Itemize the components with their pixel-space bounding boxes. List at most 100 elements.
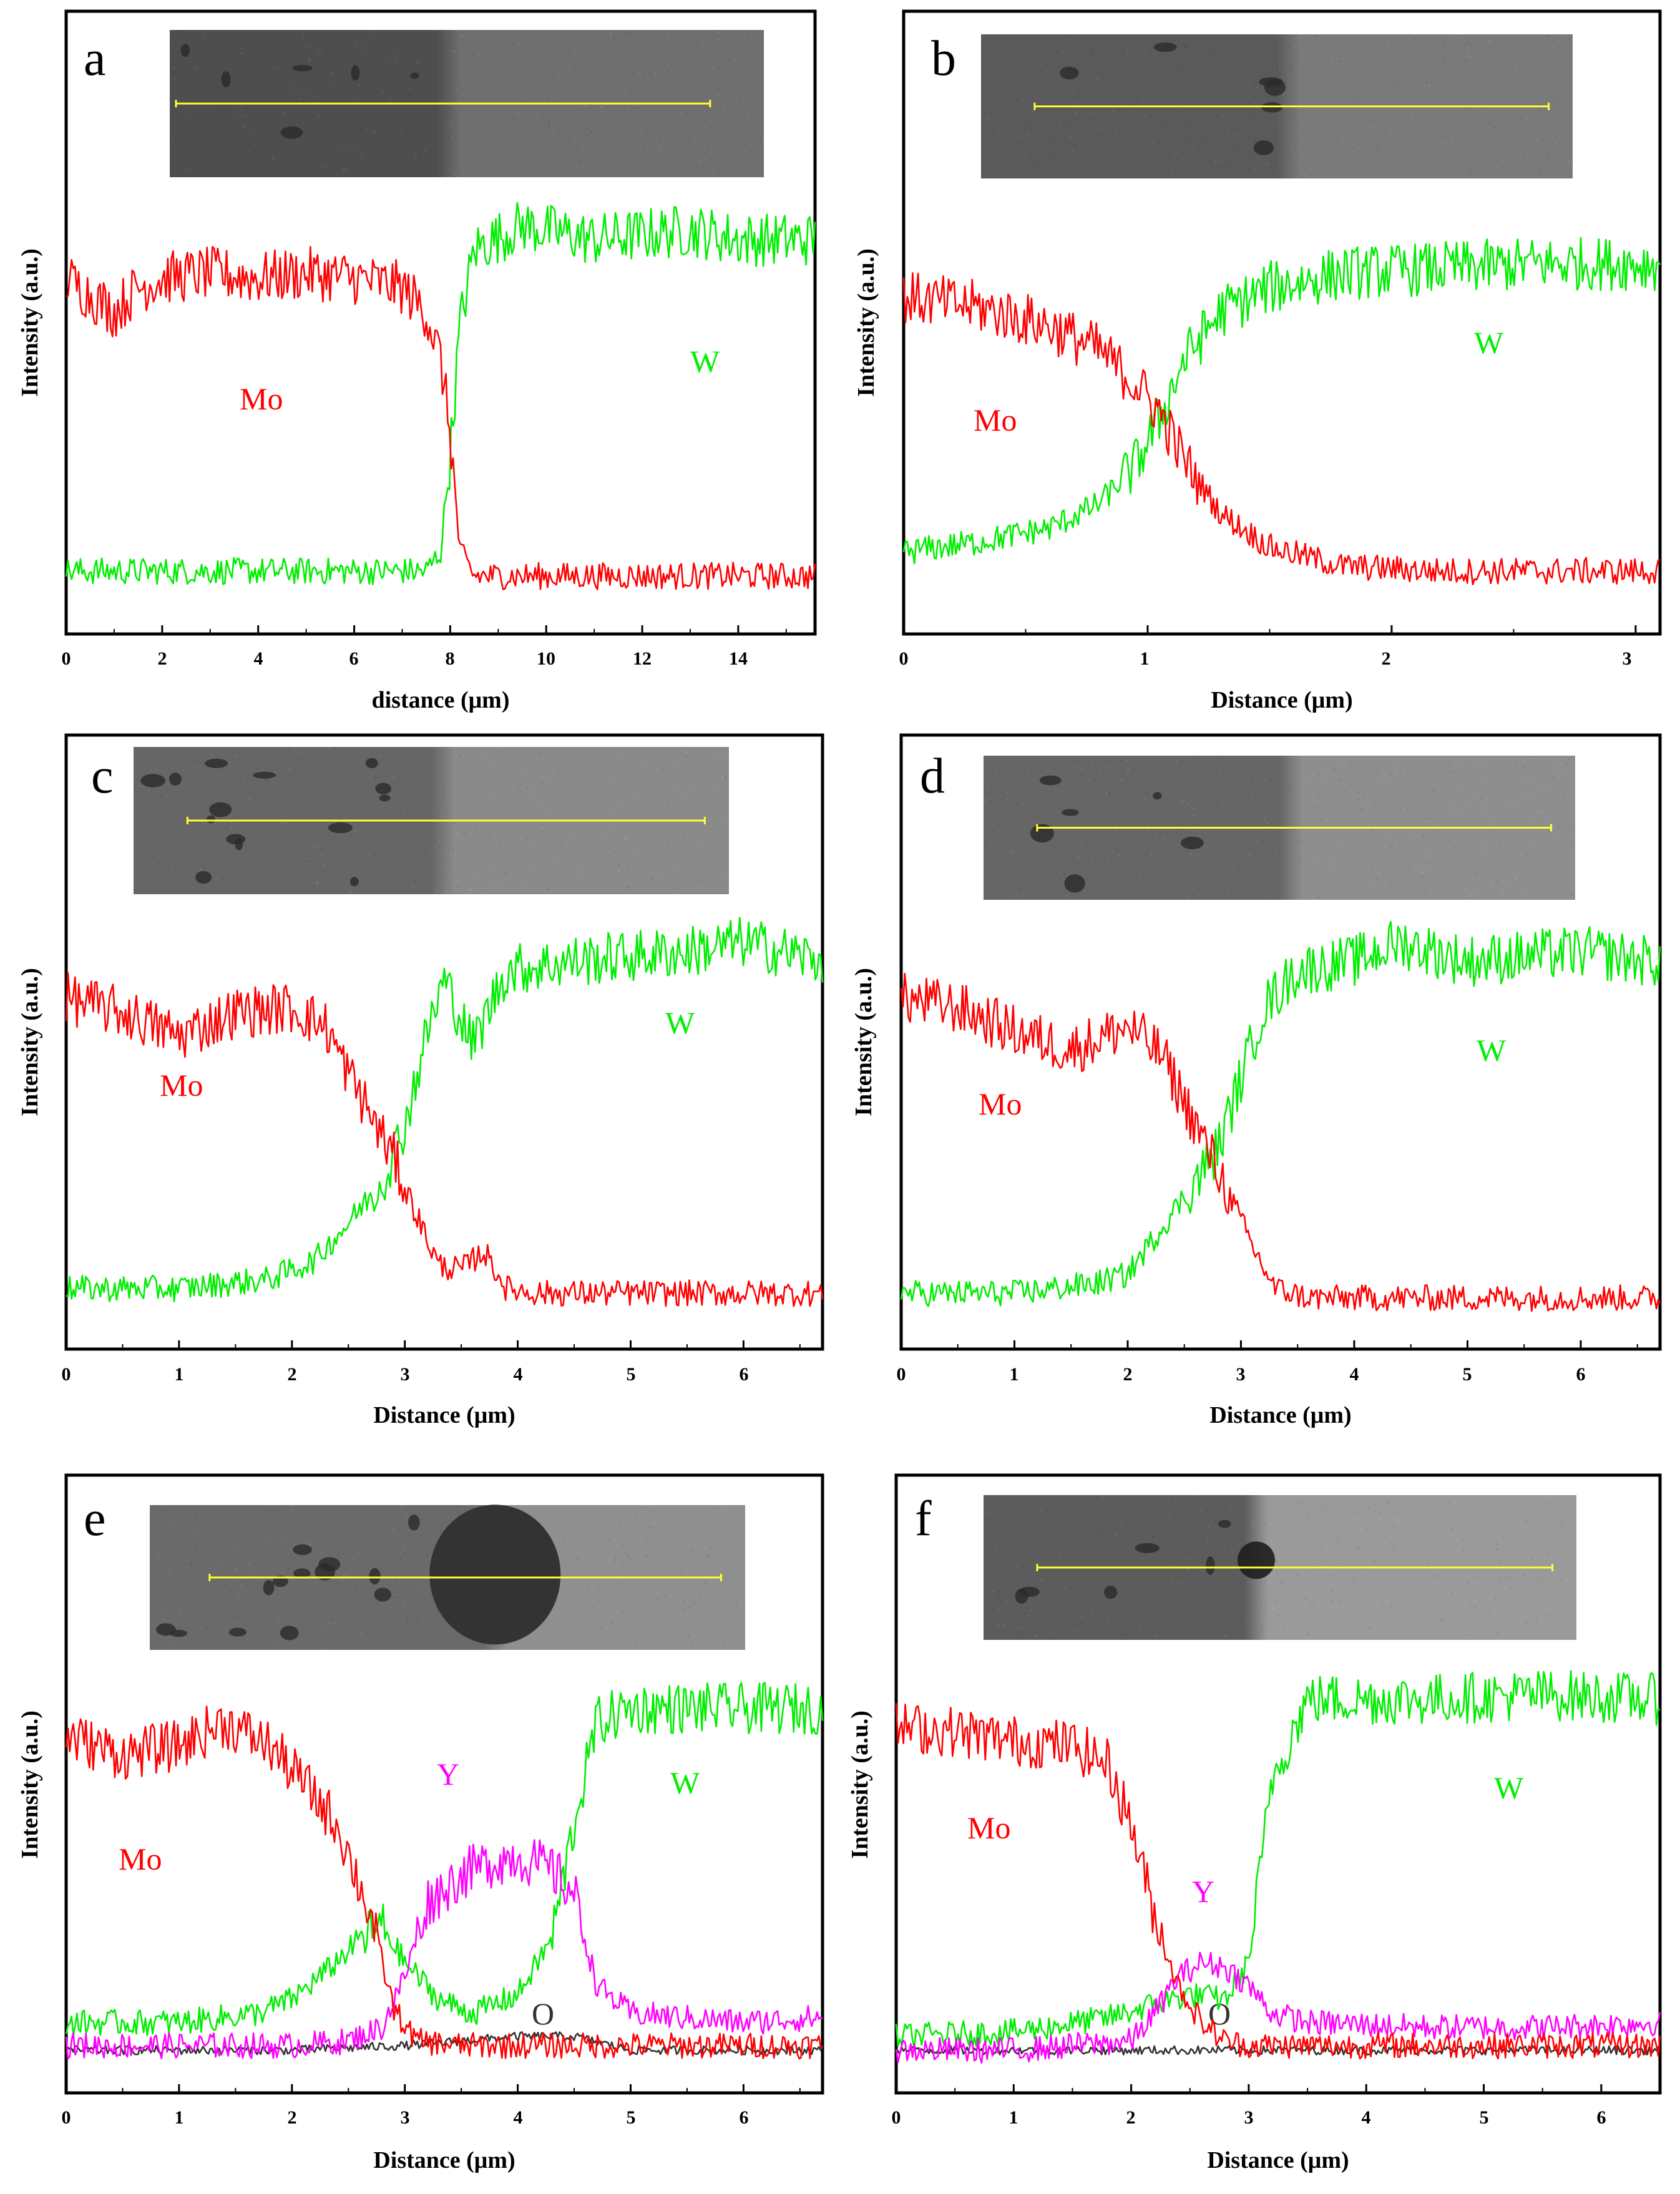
sem-texture-speck <box>1176 1524 1179 1526</box>
sem-texture-speck <box>439 816 442 818</box>
sem-texture-speck <box>706 1556 709 1558</box>
sem-texture-speck <box>456 806 459 809</box>
sem-texture-speck <box>1224 163 1226 165</box>
sem-texture-speck <box>419 869 422 871</box>
sem-texture-speck <box>1565 763 1568 765</box>
sem-texture-speck <box>989 844 991 847</box>
sem-texture-speck <box>1546 1501 1548 1504</box>
sem-texture-speck <box>421 1594 424 1596</box>
sem-texture-speck <box>1467 1582 1470 1584</box>
sem-texture-speck <box>1359 90 1361 93</box>
sem-texture-speck <box>1279 71 1281 74</box>
sem-texture-speck <box>1057 864 1059 866</box>
sem-texture-speck <box>300 752 303 754</box>
sem-texture-speck <box>1073 1629 1076 1631</box>
sem-pore <box>1264 79 1286 96</box>
sem-texture-speck <box>168 1524 171 1526</box>
sem-texture-speck <box>1565 1617 1567 1619</box>
sem-texture-speck <box>1393 759 1395 761</box>
sem-texture-speck <box>547 888 549 890</box>
sem-texture-speck <box>696 843 698 846</box>
sem-texture-speck <box>453 51 456 53</box>
sem-texture-speck <box>1044 1498 1047 1500</box>
sem-texture-speck <box>587 128 589 130</box>
sem-texture-speck <box>301 99 304 102</box>
sem-texture-speck <box>543 778 545 781</box>
sem-texture-speck <box>630 94 633 97</box>
sem-texture-speck <box>1309 167 1312 170</box>
sem-texture-speck <box>650 45 652 47</box>
sem-texture-speck <box>1479 761 1482 763</box>
sem-texture-speck <box>347 43 349 46</box>
sem-texture-speck <box>271 127 274 129</box>
sem-texture-speck <box>729 1511 731 1514</box>
sem-texture-speck <box>1510 882 1512 885</box>
x-tick-label: 4 <box>514 1364 523 1385</box>
sem-texture-speck <box>1370 830 1372 832</box>
sem-texture-speck <box>1522 1573 1525 1576</box>
sem-texture-speck <box>137 785 140 787</box>
sem-texture-speck <box>360 1632 363 1635</box>
sem-texture-speck <box>1365 1529 1368 1531</box>
sem-texture-speck <box>1476 1582 1478 1584</box>
sem-texture-speck <box>335 83 337 85</box>
sem-texture-speck <box>570 1628 572 1631</box>
sem-texture-speck <box>575 1557 577 1559</box>
sem-texture-speck <box>392 65 394 67</box>
sem-texture-speck <box>1072 149 1074 152</box>
sem-texture-speck <box>1554 100 1556 103</box>
sem-texture-speck <box>1232 865 1234 868</box>
sem-texture-speck <box>542 827 544 830</box>
sem-texture-speck <box>608 32 611 35</box>
sem-texture-speck <box>707 145 710 148</box>
series-line-w <box>66 917 824 1302</box>
sem-texture-speck <box>1477 99 1479 102</box>
sem-texture-speck <box>661 768 663 771</box>
sem-texture-speck <box>1057 119 1059 121</box>
sem-texture-speck <box>351 758 353 761</box>
sem-texture-speck <box>1518 84 1521 86</box>
sem-texture-speck <box>608 829 611 831</box>
sem-texture-speck <box>178 1613 181 1616</box>
sem-texture-speck <box>545 1637 548 1639</box>
sem-texture-speck <box>1289 1516 1292 1519</box>
sem-texture-speck <box>188 168 190 171</box>
x-tick-label: 0 <box>62 1364 71 1385</box>
sem-texture-speck <box>1284 175 1286 178</box>
sem-texture-speck <box>247 885 249 887</box>
sem-texture-speck <box>1189 138 1192 140</box>
sem-texture-speck <box>1116 850 1119 852</box>
sem-texture-speck <box>620 1619 623 1622</box>
sem-texture-speck <box>1442 1617 1445 1620</box>
sem-texture-speck <box>393 85 395 88</box>
sem-texture-speck <box>182 1644 185 1647</box>
sem-texture-speck <box>1539 104 1541 106</box>
sem-texture-speck <box>1424 83 1426 85</box>
sem-texture-speck <box>1170 63 1172 66</box>
sem-texture-speck <box>1253 763 1255 765</box>
sem-texture-speck <box>464 832 466 834</box>
sem-pore <box>293 1544 312 1555</box>
sem-texture-speck <box>1342 138 1344 140</box>
sem-texture-speck <box>269 828 271 831</box>
sem-texture-speck <box>1181 1582 1183 1585</box>
sem-texture-speck <box>625 837 627 840</box>
sem-texture-speck <box>1376 145 1379 147</box>
sem-texture-speck <box>617 1600 620 1602</box>
sem-texture-speck <box>233 1544 236 1547</box>
sem-pore <box>140 774 166 787</box>
sem-texture-speck <box>1171 854 1173 857</box>
sem-texture-speck <box>305 855 308 857</box>
sem-texture-speck <box>386 1523 388 1525</box>
sem-texture-speck <box>226 799 228 801</box>
sem-texture-speck <box>273 66 276 69</box>
sem-texture-speck <box>1524 765 1526 768</box>
sem-texture-speck <box>1374 1509 1377 1511</box>
sem-texture-speck <box>1477 80 1479 83</box>
sem-texture-speck <box>685 1582 688 1585</box>
sem-pore <box>195 871 212 884</box>
sem-texture-speck <box>721 875 723 877</box>
sem-texture-speck <box>1530 823 1533 826</box>
sem-texture-speck <box>1475 1595 1478 1597</box>
sem-texture-speck <box>358 1533 361 1535</box>
